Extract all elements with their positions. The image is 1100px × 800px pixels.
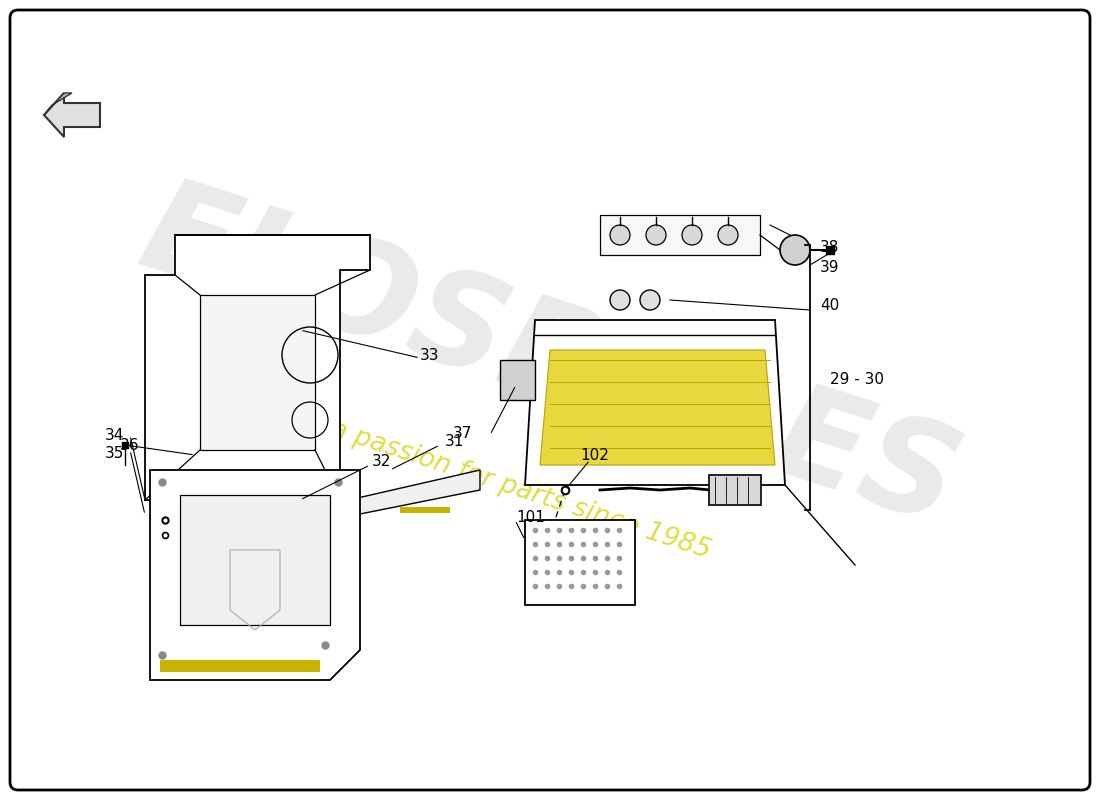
Circle shape xyxy=(780,235,810,265)
Polygon shape xyxy=(150,470,360,680)
Text: 39: 39 xyxy=(820,261,839,275)
Text: 35: 35 xyxy=(104,446,124,461)
Polygon shape xyxy=(600,215,760,255)
Text: 37: 37 xyxy=(453,426,472,441)
Text: 101: 101 xyxy=(516,510,544,526)
Text: a passion for parts since 1985: a passion for parts since 1985 xyxy=(327,416,714,564)
Polygon shape xyxy=(400,507,450,513)
Polygon shape xyxy=(200,295,315,450)
Text: 102: 102 xyxy=(580,447,609,462)
Circle shape xyxy=(682,225,702,245)
Circle shape xyxy=(610,290,630,310)
Polygon shape xyxy=(145,235,370,500)
FancyBboxPatch shape xyxy=(10,10,1090,790)
Text: 33: 33 xyxy=(420,347,440,362)
Text: 32: 32 xyxy=(372,454,392,470)
Polygon shape xyxy=(540,350,776,465)
Polygon shape xyxy=(44,93,72,115)
Text: ELOSPARES: ELOSPARES xyxy=(125,168,975,552)
Text: 38: 38 xyxy=(820,241,839,255)
Text: 29 - 30: 29 - 30 xyxy=(830,373,884,387)
Text: 36: 36 xyxy=(120,438,140,453)
Text: 34: 34 xyxy=(104,427,124,442)
Polygon shape xyxy=(160,660,320,672)
Polygon shape xyxy=(525,520,635,605)
Text: 31: 31 xyxy=(446,434,464,450)
Polygon shape xyxy=(180,495,330,625)
Polygon shape xyxy=(525,320,785,485)
Polygon shape xyxy=(340,470,480,518)
Circle shape xyxy=(718,225,738,245)
Circle shape xyxy=(640,290,660,310)
Polygon shape xyxy=(44,93,100,137)
Circle shape xyxy=(610,225,630,245)
Text: 40: 40 xyxy=(820,298,839,313)
Polygon shape xyxy=(500,360,535,400)
FancyBboxPatch shape xyxy=(505,374,527,396)
FancyBboxPatch shape xyxy=(710,475,761,505)
Circle shape xyxy=(646,225,666,245)
